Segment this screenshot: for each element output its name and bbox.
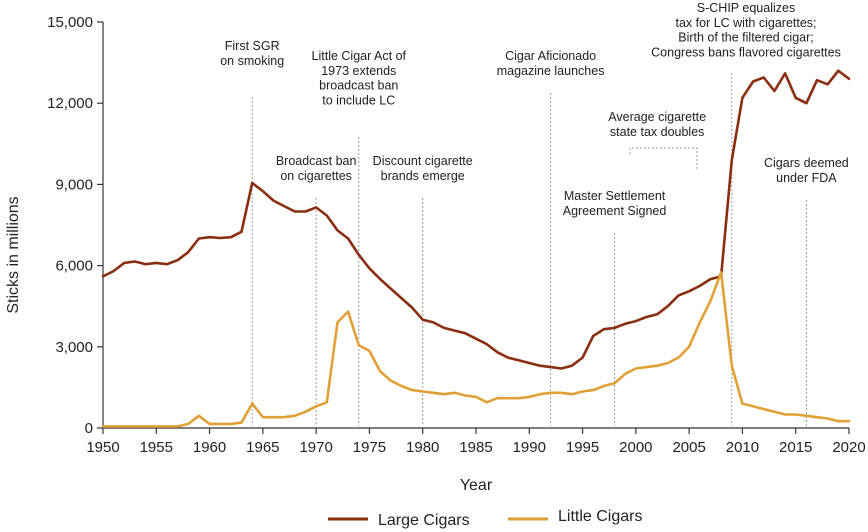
x-tick-label: 1980 [406,439,439,456]
annotation-label: Congress bans flavored cigarettes [651,45,841,59]
legend: Large Cigars Little Cigars [328,508,642,529]
y-axis: 0 3,000 6,000 9,000 12,000 15,000 [47,14,104,437]
annotation-label: Little Cigar Act of [312,49,407,63]
series-lines [101,69,851,428]
annotation-label: Cigars deemed [764,156,849,170]
x-tick-label: 1975 [353,439,386,456]
x-axis: 1950 1955 1960 1965 1970 1975 1980 1985 1990 1995… [86,427,866,456]
annotation-label: on cigarettes [280,169,352,183]
annotation-label: Agreement Signed [563,204,667,218]
y-tick-label: 12,000 [47,95,93,112]
y-tick-label: 3,000 [55,339,93,356]
annotation-label: Birth of the filtered cigar; [678,31,813,45]
y-tick-label: 9,000 [55,176,93,193]
series-line-little-cigars [101,271,851,428]
y-axis-title: Sticks in millions [5,196,22,313]
annotation-label: Discount cigarette [373,154,473,168]
annotation-label: magazine launches [497,64,605,78]
y-tick-label: 15,000 [47,14,93,31]
x-tick-label: 2005 [672,439,705,456]
x-tick-label: 1995 [566,439,599,456]
legend-label-large-cigars: Large Cigars [378,512,470,529]
annotation-label: on smoking [220,54,284,68]
annotation-label: broadcast ban [319,79,398,93]
x-tick-label: 1955 [140,439,173,456]
annotation-label: brands emerge [381,169,465,183]
annotation-guides [251,73,807,426]
annotation-label: Master Settlement [564,189,666,203]
x-tick-label: 1960 [193,439,226,456]
series-line-large-cigars [101,69,851,370]
annotation-label: state tax doubles [610,125,705,139]
x-tick-label: 2000 [619,439,652,456]
annotation-label: 1973 extends [321,64,396,78]
legend-label-little-cigars: Little Cigars [558,508,642,525]
annotation-label: S-CHIP equalizes [697,1,795,15]
x-tick-label: 1985 [459,439,492,456]
annotation-label: under FDA [776,171,837,185]
annotation-label: tax for LC with cigarettes; [675,16,816,30]
annotation-label: Broadcast ban [276,154,357,168]
x-tick-label: 2015 [779,439,812,456]
x-tick-label: 2010 [726,439,759,456]
y-tick-label: 0 [85,420,93,437]
x-tick-label: 1965 [246,439,279,456]
x-tick-label: 1990 [513,439,546,456]
annotation-label: Average cigarette [608,110,706,124]
y-tick-label: 6,000 [55,258,93,275]
x-tick-label: 1950 [86,439,119,456]
annotation-label: First SGR [225,39,280,53]
annotation-guide [629,147,698,171]
annotation-label: Cigar Aficionado [505,49,596,63]
x-tick-label: 1970 [299,439,332,456]
x-tick-label: 2020 [832,439,865,456]
x-axis-title: Year [460,477,493,494]
annotation-label: to include LC [322,93,395,107]
